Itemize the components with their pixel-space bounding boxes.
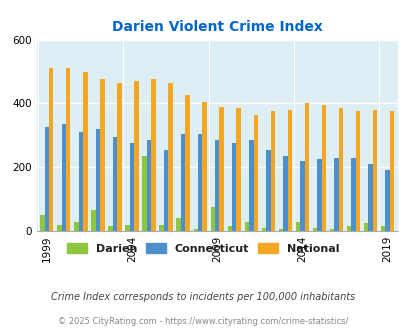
Bar [164,150,168,231]
Bar [117,82,121,231]
Bar [159,225,164,231]
Bar [295,222,299,231]
Bar [125,225,130,231]
Bar [108,226,113,231]
Bar [253,115,257,231]
Bar [321,105,325,231]
Bar [176,218,181,231]
Bar [232,143,236,231]
Bar [142,156,147,231]
Bar [333,158,338,231]
Bar [367,164,372,231]
Bar [384,170,389,231]
Bar [270,112,274,231]
Bar [83,72,87,231]
Bar [113,137,117,231]
Bar [202,102,206,231]
Title: Darien Violent Crime Index: Darien Violent Crime Index [111,20,322,34]
Bar [79,132,83,231]
Bar [193,229,198,231]
Bar [278,229,282,231]
Bar [134,81,138,231]
Bar [287,110,291,231]
Bar [198,134,202,231]
Bar [346,226,350,231]
Bar [100,80,104,231]
Bar [363,223,367,231]
Bar [219,107,223,231]
Bar [66,68,70,231]
Bar [96,129,100,231]
Bar [282,156,287,231]
Bar [185,95,189,231]
Bar [91,210,96,231]
Bar [338,108,342,231]
Bar [265,150,270,231]
Bar [329,229,333,231]
Bar [62,124,66,231]
Bar [389,112,393,231]
Bar [244,222,249,231]
Bar [355,112,359,231]
Bar [130,143,134,231]
Bar [350,158,355,231]
Text: Crime Index corresponds to incidents per 100,000 inhabitants: Crime Index corresponds to incidents per… [51,292,354,302]
Bar [49,68,53,231]
Bar [74,222,79,231]
Bar [249,140,253,231]
Bar [151,80,155,231]
Bar [261,228,265,231]
Text: © 2025 CityRating.com - https://www.cityrating.com/crime-statistics/: © 2025 CityRating.com - https://www.city… [58,317,347,326]
Bar [168,82,172,231]
Bar [210,207,215,231]
Bar [40,215,45,231]
Bar [147,140,151,231]
Bar [316,159,321,231]
Bar [304,103,308,231]
Bar [57,225,62,231]
Bar [380,226,384,231]
Bar [312,228,316,231]
Bar [45,127,49,231]
Bar [215,140,219,231]
Bar [236,108,240,231]
Bar [181,134,185,231]
Legend: Darien, Connecticut, National: Darien, Connecticut, National [62,239,343,258]
Bar [299,161,304,231]
Bar [227,226,232,231]
Bar [372,110,376,231]
